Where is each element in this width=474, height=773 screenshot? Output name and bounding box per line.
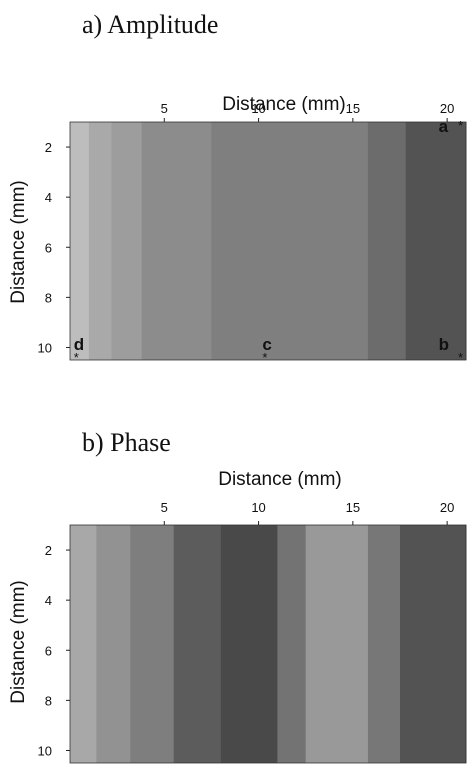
phase-y-tick-6: 6 (45, 643, 52, 658)
phase-band-7 (367, 525, 401, 763)
amplitude-band-2 (111, 122, 143, 360)
amplitude-y-tick-4: 4 (45, 190, 52, 205)
phase-band-8 (400, 525, 467, 763)
phase-x-tick-5: 5 (161, 500, 168, 515)
amplitude-y-tick-8: 8 (45, 290, 52, 305)
marker-d-label: d (74, 335, 84, 354)
marker-d-star: * (74, 350, 79, 365)
amplitude-y-tick-10: 10 (38, 340, 52, 355)
phase-plot-area (69, 524, 467, 764)
phase-band-6 (305, 525, 369, 763)
amplitude-y-tick-2: 2 (45, 140, 52, 155)
amplitude-x-tick-5: 5 (161, 101, 168, 116)
phase-y-tick-2: 2 (45, 543, 52, 558)
amplitude-x-tick-10: 10 (251, 101, 265, 116)
amplitude-band-6 (405, 122, 467, 360)
phase-panel: b) Phase Distance (mm) Distance (mm) 5 10… (8, 428, 467, 764)
phase-band-4 (220, 525, 278, 763)
amplitude-plot-frame (69, 121, 467, 361)
amplitude-y-tick-6: 6 (45, 240, 52, 255)
amplitude-xlabel: Distance (mm) (222, 94, 346, 115)
phase-y-tick-4: 4 (45, 593, 52, 608)
marker-a-star: * (458, 118, 463, 133)
amplitude-band-0 (70, 122, 90, 360)
phase-ylabel: Distance (mm) (8, 580, 29, 704)
phase-x-tick-15: 15 (346, 500, 360, 515)
amplitude-band-5 (367, 122, 407, 360)
phase-y-tick-8: 8 (45, 693, 52, 708)
amplitude-band-3 (141, 122, 212, 360)
amplitude-panel: a) Amplitude Distance (mm) Distance (mm)… (8, 10, 467, 365)
amplitude-ylabel: Distance (mm) (8, 180, 29, 304)
amplitude-x-tick-15: 15 (346, 101, 360, 116)
phase-band-3 (173, 525, 222, 763)
marker-c-label: c (262, 335, 271, 354)
phase-xlabel: Distance (mm) (218, 469, 342, 490)
amplitude-band-4 (211, 122, 369, 360)
marker-a-label: a (439, 117, 449, 136)
amplitude-plot-area: a *b*c*d* (69, 117, 467, 365)
marker-b-star: * (458, 350, 463, 365)
amplitude-title: a) Amplitude (82, 10, 218, 39)
phase-plot-frame (69, 524, 467, 764)
phase-band-5 (277, 525, 307, 763)
marker-c-star: * (262, 350, 267, 365)
phase-title: b) Phase (82, 428, 171, 457)
phase-band-1 (96, 525, 131, 763)
amplitude-x-tick-20: 20 (440, 101, 454, 116)
phase-y-tick-10: 10 (38, 743, 52, 758)
phase-band-0 (70, 525, 97, 763)
marker-b-label: b (439, 335, 449, 354)
phase-x-tick-20: 20 (440, 500, 454, 515)
phase-x-tick-10: 10 (251, 500, 265, 515)
phase-band-2 (130, 525, 175, 763)
amplitude-band-1 (88, 122, 112, 360)
